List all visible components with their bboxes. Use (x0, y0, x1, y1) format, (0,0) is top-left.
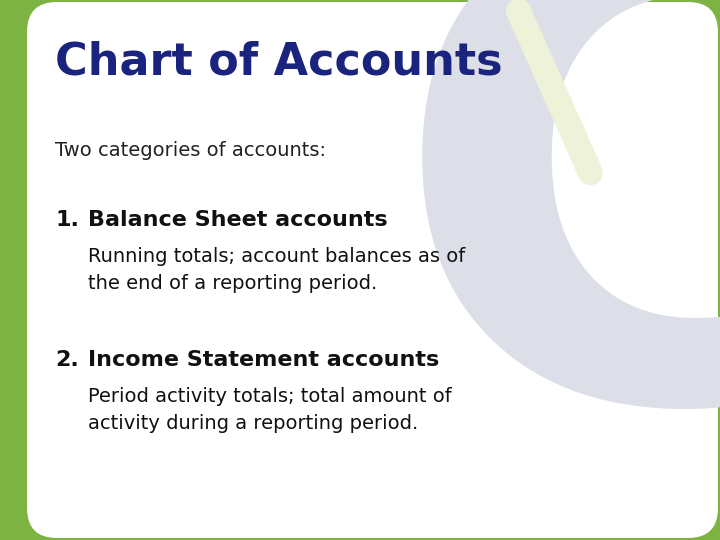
Text: Two categories of accounts:: Two categories of accounts: (55, 140, 326, 159)
Text: 1.: 1. (55, 210, 79, 230)
FancyBboxPatch shape (27, 2, 718, 538)
Text: Income Statement accounts: Income Statement accounts (88, 350, 439, 370)
Text: Running totals; account balances as of
the end of a reporting period.: Running totals; account balances as of t… (88, 247, 465, 293)
Text: 2.: 2. (55, 350, 78, 370)
Text: Balance Sheet accounts: Balance Sheet accounts (88, 210, 387, 230)
Text: Chart of Accounts: Chart of Accounts (55, 40, 503, 84)
Text: C: C (389, 0, 720, 539)
Text: Period activity totals; total amount of
activity during a reporting period.: Period activity totals; total amount of … (88, 387, 451, 433)
